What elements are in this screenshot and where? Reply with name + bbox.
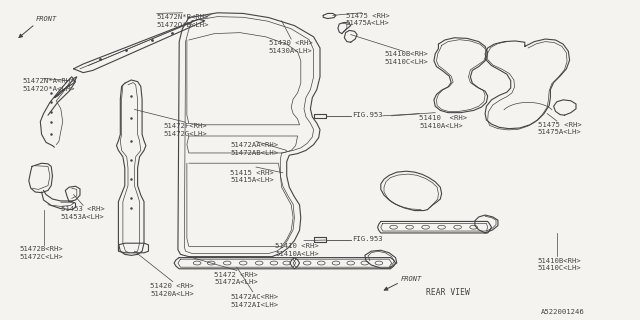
Text: 51472F<RH>
51472G<LH>: 51472F<RH> 51472G<LH> [163,123,207,137]
Text: 51475 <RH>
51475A<LH>: 51475 <RH> 51475A<LH> [346,13,389,26]
Text: 51472AA<RH>
51472AB<LH>: 51472AA<RH> 51472AB<LH> [230,142,278,156]
Text: 51410B<RH>
51410C<LH>: 51410B<RH> 51410C<LH> [384,51,428,65]
Text: 51410  <RH>
51410A<LH>: 51410 <RH> 51410A<LH> [419,115,467,129]
Text: FIG.953: FIG.953 [352,112,383,118]
Text: 51415 <RH>
51415A<LH>: 51415 <RH> 51415A<LH> [230,170,274,183]
Text: 51472N*B<RH>
51472O*B<LH>: 51472N*B<RH> 51472O*B<LH> [157,14,209,28]
Text: 51430 <RH>
51430A<LH>: 51430 <RH> 51430A<LH> [269,40,312,53]
Text: FRONT: FRONT [36,16,57,22]
Text: 51410B<RH>
51410C<LH>: 51410B<RH> 51410C<LH> [538,258,581,271]
Text: 51475 <RH>
51475A<LH>: 51475 <RH> 51475A<LH> [538,122,581,135]
Text: FIG.953: FIG.953 [352,236,383,242]
Text: 51472N*A<RH>
51472O*A<LH>: 51472N*A<RH> 51472O*A<LH> [22,78,75,92]
Text: REAR VIEW: REAR VIEW [426,288,470,297]
Text: 51472 <RH>
51472A<LH>: 51472 <RH> 51472A<LH> [214,272,258,285]
Text: 51472AC<RH>
51472AI<LH>: 51472AC<RH> 51472AI<LH> [230,294,278,308]
Text: 51472B<RH>
51472C<LH>: 51472B<RH> 51472C<LH> [19,246,63,260]
Text: FRONT: FRONT [401,276,422,282]
Text: 51410 <RH>
51410A<LH>: 51410 <RH> 51410A<LH> [275,243,319,257]
Text: A522001246: A522001246 [541,309,584,315]
Text: 51420 <RH>
51420A<LH>: 51420 <RH> 51420A<LH> [150,283,194,297]
Text: 51453 <RH>
51453A<LH>: 51453 <RH> 51453A<LH> [61,206,104,220]
